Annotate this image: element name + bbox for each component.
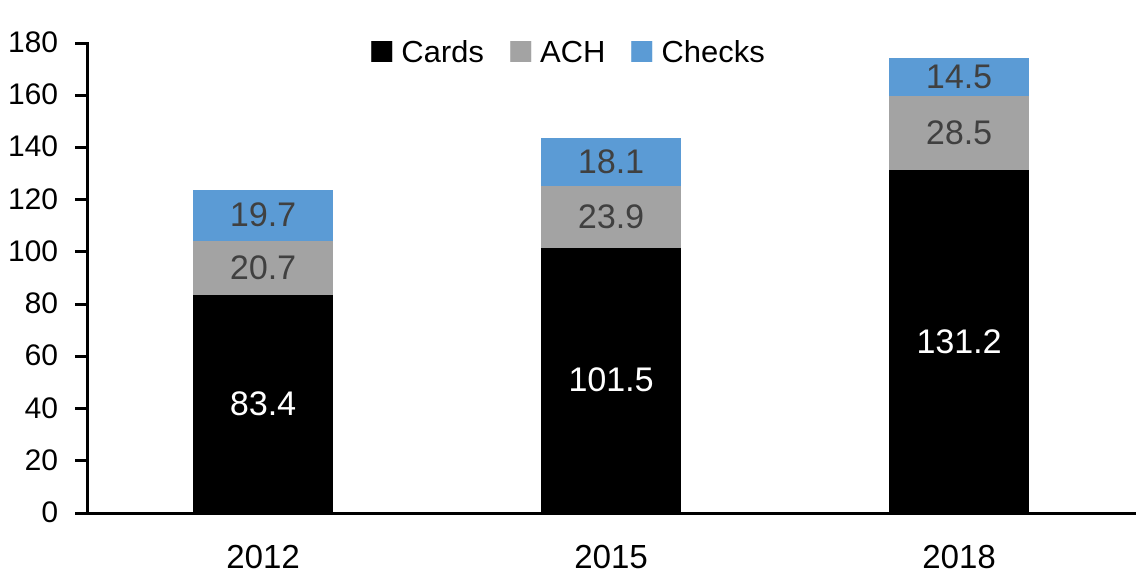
bar-value-label: 101.5: [568, 361, 654, 400]
y-tick-label: 140: [7, 130, 58, 164]
y-tick-mark: [75, 354, 86, 358]
bar-value-label: 131.2: [916, 322, 1002, 361]
bar-segment-ach-2018: 28.5: [889, 96, 1029, 171]
y-tick-label: 160: [7, 78, 58, 112]
x-tick-label-2012: 2012: [226, 538, 300, 575]
bar-segment-cards-2012: 83.4: [193, 295, 333, 513]
bar-value-label: 83.4: [229, 385, 297, 424]
x-axis-line: [76, 512, 1136, 515]
legend-swatch-icon: [631, 41, 653, 62]
y-axis-line: [86, 42, 89, 515]
bar-segment-checks-2018: 14.5: [889, 58, 1029, 96]
legend-item-ach: ACH: [509, 34, 606, 69]
y-tick-label: 60: [24, 339, 58, 373]
y-tick-label: 180: [7, 26, 58, 59]
y-tick-mark: [75, 407, 86, 411]
y-tick-mark: [75, 250, 86, 254]
legend-item-cards: Cards: [371, 36, 484, 67]
legend-label: Cards: [401, 34, 484, 69]
y-tick-label: 20: [24, 443, 58, 477]
bar-segment-checks-2015: 18.1: [541, 138, 681, 186]
y-tick-label: 100: [7, 234, 58, 268]
legend-label: ACH: [539, 34, 606, 69]
bar-segment-checks-2012: 19.7: [193, 189, 333, 242]
y-tick-label: 0: [41, 496, 58, 529]
y-tick-label: 80: [24, 287, 58, 321]
bar-value-label: 28.5: [925, 114, 993, 153]
y-tick-mark: [75, 93, 86, 97]
y-tick-label: 40: [24, 391, 58, 425]
bar-value-label: 20.7: [229, 249, 297, 288]
y-tick-mark: [75, 41, 86, 45]
y-tick-mark: [75, 511, 86, 515]
bar-value-label: 18.1: [577, 142, 645, 181]
bar-value-label: 19.7: [229, 196, 297, 235]
x-tick-label-2015: 2015: [574, 538, 648, 575]
bar-value-label: 23.9: [577, 197, 645, 236]
legend-label: Checks: [661, 34, 765, 69]
y-tick-mark: [75, 302, 86, 306]
bar-segment-cards-2018: 131.2: [889, 170, 1029, 513]
bar-value-label: 14.5: [925, 58, 993, 97]
legend-swatch-icon: [371, 41, 393, 62]
y-tick-label: 120: [7, 182, 58, 216]
bar-segment-ach-2012: 20.7: [193, 241, 333, 296]
legend: Cards ACH Checks: [371, 36, 765, 67]
legend-swatch-icon: [509, 41, 531, 62]
legend-item-checks: Checks: [631, 34, 765, 69]
x-tick-label-2018: 2018: [922, 538, 996, 575]
y-tick-mark: [75, 459, 86, 463]
y-tick-mark: [75, 145, 86, 149]
y-tick-mark: [75, 198, 86, 202]
bar-segment-cards-2015: 101.5: [541, 247, 681, 513]
bar-segment-ach-2015: 23.9: [541, 185, 681, 248]
